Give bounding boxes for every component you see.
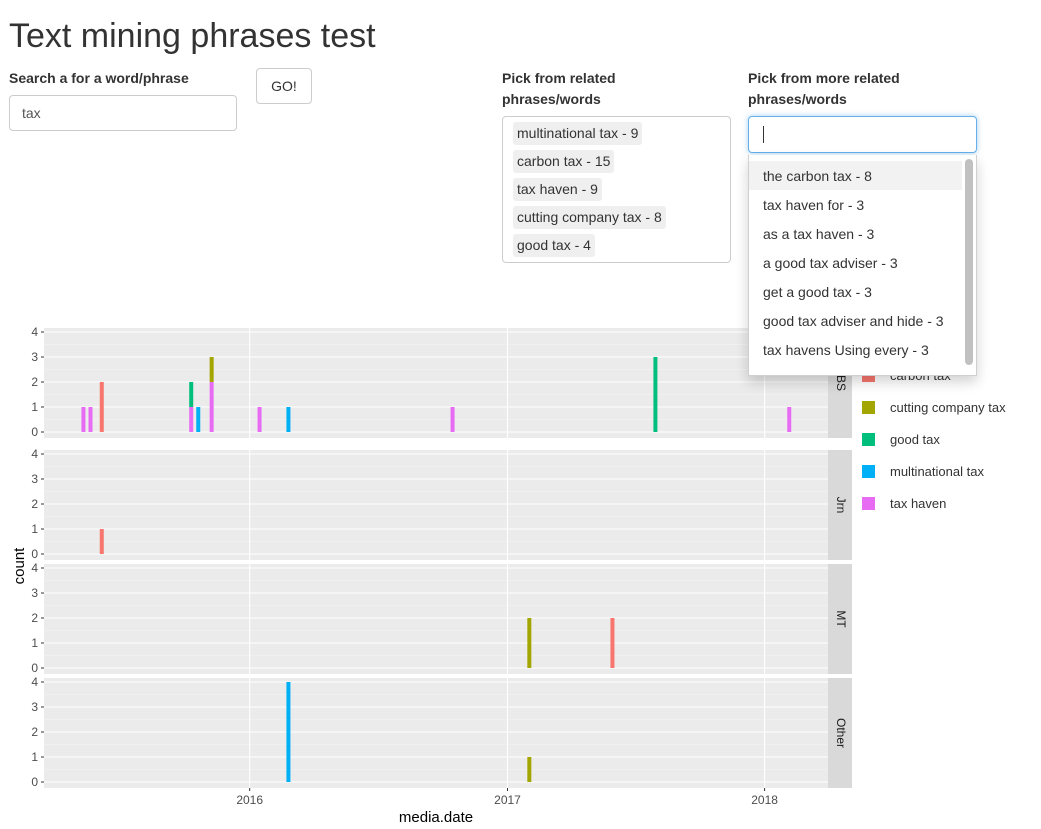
related-label-line1: Pick from related [502,70,616,86]
y-tick-label: 3 [31,700,38,714]
legend-item: good tax [862,432,1032,448]
facet-strip-label: Other [834,718,848,748]
y-tick-label: 4 [31,675,38,689]
y-axis-title: count [11,547,28,585]
legend-item: cutting company tax [862,400,1032,416]
dropdown-scrollbar[interactable] [965,159,973,365]
bar [209,382,214,432]
dropdown-option[interactable]: a good tax adviser - 3 [763,255,898,271]
facet-strip-label: MT [834,610,848,628]
bar [286,407,291,432]
related-phrases-select[interactable]: multinational tax - 9 carbon tax - 15 ta… [502,116,731,263]
y-tick-label: 2 [31,497,38,511]
more-related-label-line1: Pick from more related [748,70,900,86]
bar [99,382,104,432]
facet-strip [828,450,852,560]
legend-swatch [862,465,875,478]
bar [189,407,194,432]
y-tick-label: 1 [31,400,38,414]
dropdown-option[interactable]: the carbon tax - 8 [749,161,962,190]
x-axis-title: media.date [399,809,473,826]
more-related-label: Pick from more related phrases/words [748,68,900,110]
y-tick-label: 2 [31,725,38,739]
bar [81,407,86,432]
y-tick-label: 4 [31,325,38,339]
bar [257,407,262,432]
legend-swatch [862,433,875,446]
y-tick-label: 3 [31,472,38,486]
x-tick-label: 2016 [236,793,263,807]
y-tick-label: 1 [31,750,38,764]
selected-chip[interactable]: multinational tax - 9 [513,122,643,145]
y-tick-label: 3 [31,350,38,364]
y-tick-label: 0 [31,661,38,675]
more-related-label-line2: phrases/words [748,91,847,107]
bar [189,382,194,407]
dropdown-option[interactable]: get a good tax - 3 [763,284,872,300]
bar [196,407,201,432]
bar [450,407,455,432]
search-label: Search a for a word/phrase [9,70,189,86]
legend-item: tax haven [862,496,1032,512]
bar [527,618,532,668]
bar [787,407,792,432]
selected-chip[interactable]: cutting company tax - 8 [513,206,666,229]
y-tick-label: 0 [31,547,38,561]
y-tick-label: 0 [31,425,38,439]
faceted-bar-chart: 0 1 2 3 4 BS 0 1 2 3 4 Jrn 0 1 2 3 4 MT 0 1 2 3 4 Other 2016 2017… [11,325,852,826]
more-related-dropdown[interactable]: the carbon tax - 8 tax haven for - 3 as … [748,155,977,376]
legend-background [846,358,1036,520]
legend-label: multinational tax [890,464,984,479]
related-label: Pick from related phrases/words [502,68,616,110]
y-tick-label: 2 [31,611,38,625]
text-cursor [763,126,764,143]
legend-swatch [862,497,875,510]
legend-label: good tax [890,432,940,447]
legend-label: cutting company tax [890,400,1006,415]
bar [610,618,615,668]
x-tick-label: 2018 [751,793,778,807]
related-label-line2: phrases/words [502,91,601,107]
facet-strip-label: Jrn [834,497,848,514]
legend-label: tax haven [890,496,947,511]
bar [209,357,214,382]
bar [99,529,104,554]
facet-strip [828,564,852,674]
dropdown-option[interactable]: tax haven for - 3 [763,197,865,213]
selected-chip[interactable]: carbon tax - 15 [513,150,615,173]
y-tick-label: 1 [31,522,38,536]
y-tick-label: 1 [31,636,38,650]
bar [527,757,532,782]
more-related-input[interactable] [748,116,977,153]
legend-swatch [862,401,875,414]
y-tick-label: 0 [31,775,38,789]
y-tick-label: 3 [31,586,38,600]
dropdown-option[interactable]: tax havens Using every - 3 [763,342,929,358]
dropdown-option[interactable]: as a tax haven - 3 [763,226,875,242]
y-tick-label: 4 [31,561,38,575]
bar [88,407,93,432]
selected-chip[interactable]: good tax - 4 [513,234,595,257]
facet-strip-label: BS [834,375,848,391]
x-tick-label: 2017 [494,793,521,807]
bar [286,682,291,782]
search-input[interactable] [9,95,237,131]
y-tick-label: 2 [31,375,38,389]
bar [653,357,658,432]
facet-strip [828,678,852,788]
dropdown-option[interactable]: good tax adviser and hide - 3 [763,313,944,329]
y-tick-label: 4 [31,447,38,461]
go-button[interactable]: GO! [256,68,312,104]
selected-chip[interactable]: tax haven - 9 [513,178,602,201]
page-title: Text mining phrases test [9,17,376,55]
legend-item: multinational tax [862,464,1032,480]
